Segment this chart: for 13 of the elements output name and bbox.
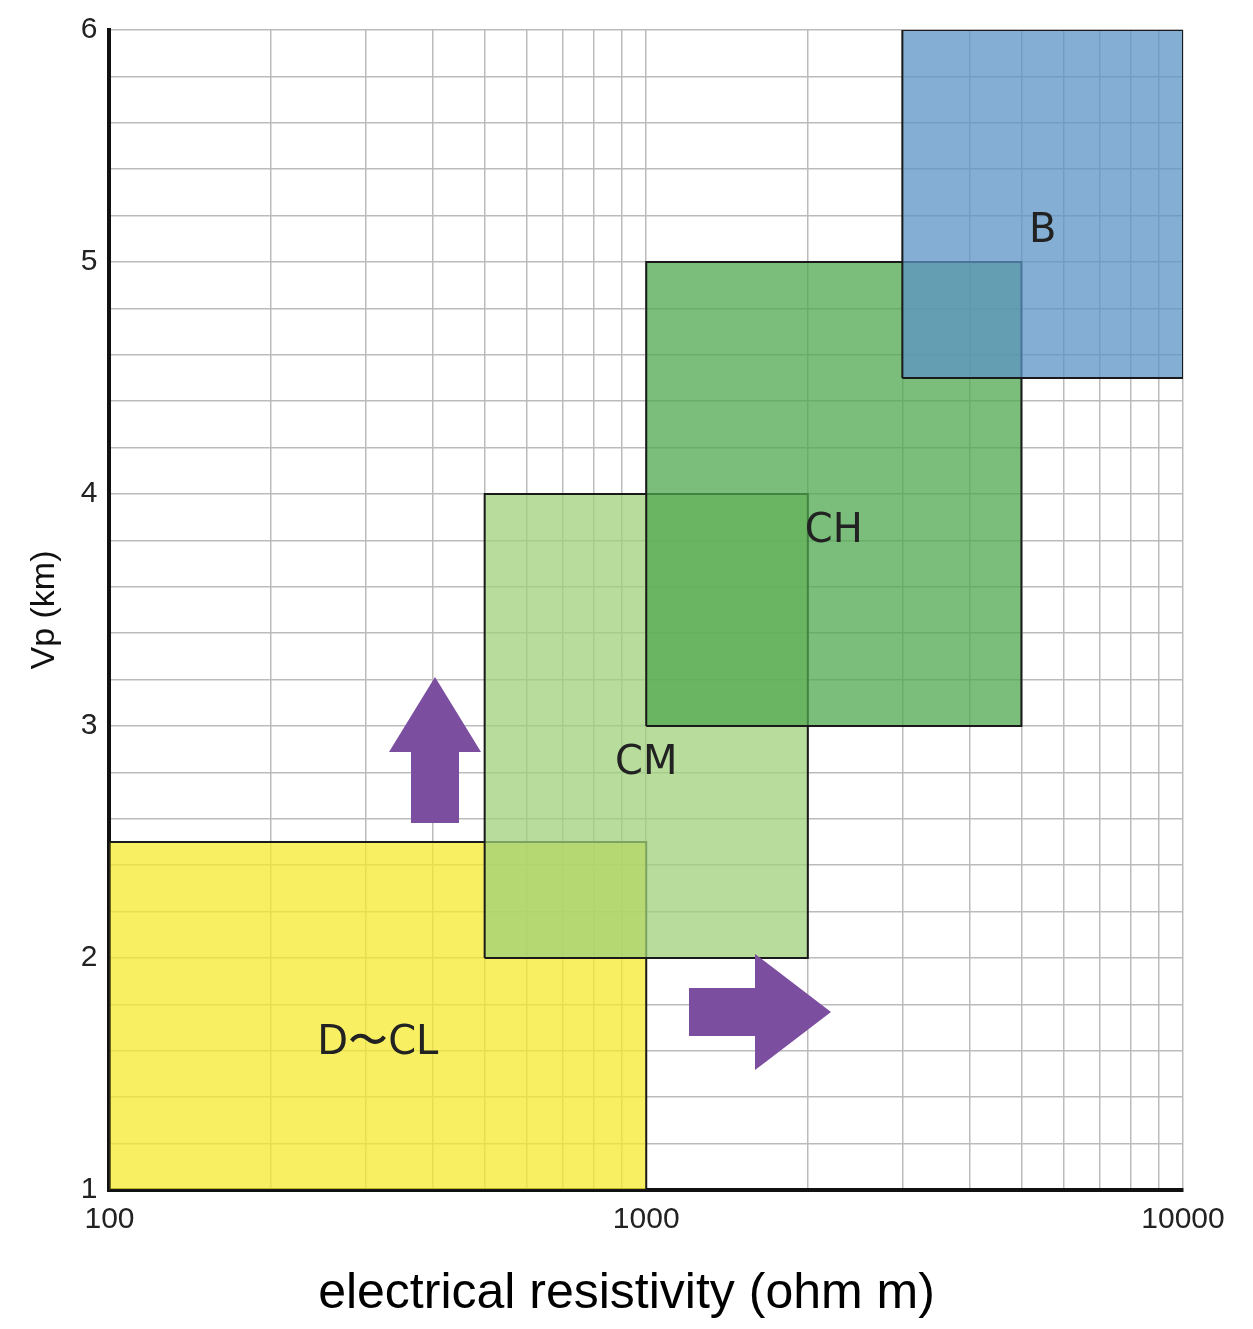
y-axis-title: Vp (km): [22, 550, 61, 670]
x-axis-title: electrical resistivity (ohm m): [317, 1262, 936, 1320]
y-tick-label: 3: [80, 707, 98, 741]
series-label: CH: [804, 504, 863, 551]
y-tick-label: 6: [80, 11, 98, 45]
y-tick-label: 4: [80, 475, 98, 509]
series-label: D〜CL: [317, 1017, 440, 1064]
x-tick-label: 10000: [1141, 1201, 1225, 1235]
y-tick-label: 5: [80, 243, 98, 277]
series-label: B: [1028, 205, 1057, 252]
y-tick-label: 2: [80, 939, 98, 973]
series-label: CM: [615, 736, 678, 783]
x-tick-label: 1000: [612, 1201, 680, 1235]
